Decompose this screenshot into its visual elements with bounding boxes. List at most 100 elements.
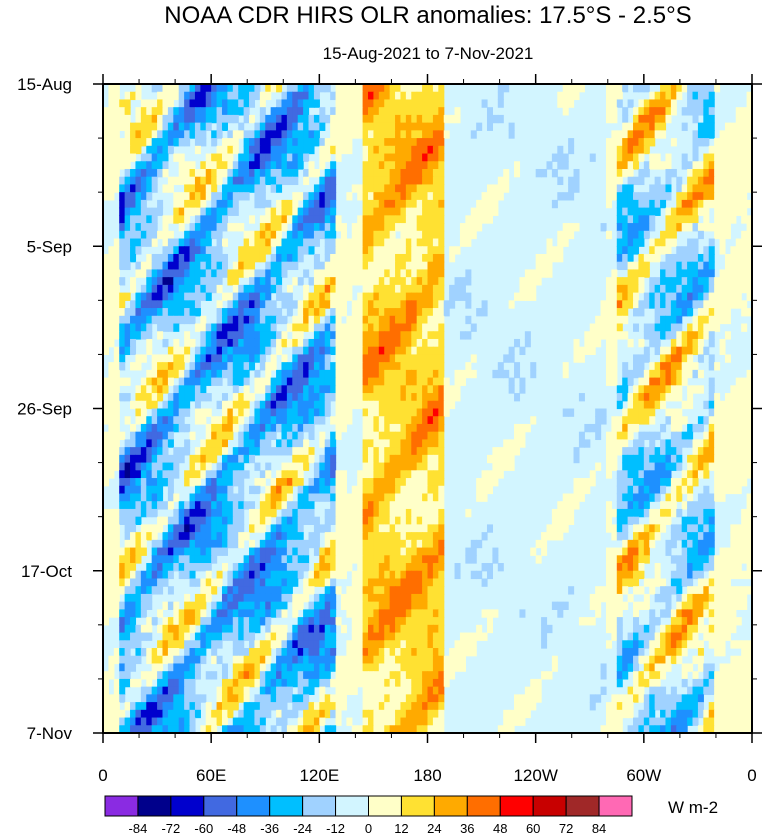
heatmap-cell	[389, 462, 396, 471]
heatmap-cell	[551, 199, 558, 209]
heatmap-cell	[411, 246, 418, 255]
heatmap-cell	[411, 447, 418, 456]
heatmap-cell	[627, 539, 634, 549]
heatmap-cell	[638, 215, 645, 224]
heatmap-cell	[476, 215, 483, 224]
heatmap-cell	[422, 563, 429, 572]
heatmap-cell	[416, 524, 423, 533]
heatmap-cell	[670, 493, 677, 502]
heatmap-cell	[389, 300, 396, 309]
heatmap-cell	[259, 431, 266, 441]
heatmap-cell	[557, 253, 564, 263]
heatmap-cell	[530, 269, 537, 278]
heatmap-cell	[395, 485, 402, 495]
heatmap-cell	[432, 346, 439, 356]
heatmap-cell	[151, 315, 158, 325]
heatmap-cell	[368, 107, 375, 116]
heatmap-cell	[303, 223, 310, 232]
heatmap-cell	[130, 501, 137, 510]
heatmap-cell	[389, 501, 396, 510]
heatmap-cell	[416, 277, 423, 286]
heatmap-cell	[422, 238, 429, 247]
heatmap-cell	[265, 300, 272, 309]
heatmap-cell	[292, 439, 299, 448]
heatmap-cell	[670, 338, 677, 348]
heatmap-cell	[649, 284, 656, 294]
heatmap-cell	[389, 184, 396, 193]
heatmap-cell	[216, 485, 223, 495]
heatmap-cell	[438, 555, 445, 564]
heatmap-cell	[730, 555, 737, 564]
heatmap-cell	[622, 84, 629, 93]
heatmap-cell	[724, 192, 731, 201]
heatmap-cell	[422, 269, 429, 278]
heatmap-cell	[741, 408, 748, 417]
heatmap-cell	[335, 308, 342, 317]
heatmap-cell	[395, 377, 402, 386]
heatmap-cell	[108, 439, 115, 448]
heatmap-cell	[687, 199, 694, 209]
heatmap-cell	[605, 454, 612, 464]
heatmap-cell	[714, 277, 721, 286]
heatmap-cell	[416, 99, 423, 108]
heatmap-cell	[297, 524, 304, 533]
heatmap-cell	[286, 393, 293, 402]
heatmap-cell	[200, 547, 207, 556]
heatmap-cell	[611, 292, 618, 301]
heatmap-cell	[681, 300, 688, 309]
heatmap-cell	[135, 408, 142, 417]
heatmap-cell	[297, 493, 304, 502]
heatmap-cell	[411, 454, 418, 464]
heatmap-cell	[476, 207, 483, 216]
heatmap-cell	[703, 400, 710, 410]
heatmap-cell	[524, 269, 531, 278]
heatmap-cell	[432, 246, 439, 255]
heatmap-cell	[346, 501, 353, 510]
heatmap-cell	[351, 524, 358, 533]
heatmap-cell	[189, 555, 196, 564]
heatmap-cell	[189, 493, 196, 502]
heatmap-cell	[735, 478, 742, 487]
heatmap-cell	[286, 199, 293, 209]
heatmap-cell	[741, 300, 748, 309]
heatmap-cell	[308, 416, 315, 425]
heatmap-cell	[427, 253, 434, 263]
heatmap-cell	[595, 315, 602, 325]
heatmap-cell	[724, 563, 731, 572]
heatmap-cell	[151, 439, 158, 448]
heatmap-cell	[562, 362, 569, 371]
heatmap-cell	[486, 199, 493, 209]
heatmap-cell	[119, 161, 126, 170]
heatmap-cell	[378, 184, 385, 193]
heatmap-cell	[249, 91, 256, 101]
heatmap-cell	[378, 485, 385, 495]
heatmap-cell	[616, 308, 623, 317]
heatmap-cell	[719, 547, 726, 556]
heatmap-cell	[124, 192, 131, 201]
heatmap-cell	[400, 524, 407, 533]
heatmap-cell	[616, 485, 623, 495]
heatmap-cell	[676, 354, 683, 363]
heatmap-cell	[205, 439, 212, 448]
heatmap-cell	[638, 84, 645, 93]
heatmap-cell	[265, 539, 272, 549]
heatmap-cell	[411, 470, 418, 479]
heatmap-cell	[714, 416, 721, 425]
heatmap-cell	[146, 292, 153, 301]
heatmap-cell	[281, 423, 288, 433]
heatmap-cell	[427, 400, 434, 410]
heatmap-cell	[281, 354, 288, 363]
heatmap-cell	[692, 501, 699, 510]
heatmap-cell	[638, 501, 645, 510]
heatmap-cell	[319, 122, 326, 131]
heatmap-cell	[697, 331, 704, 340]
heatmap-cell	[670, 377, 677, 386]
heatmap-cell	[422, 261, 429, 271]
heatmap-cell	[259, 99, 266, 108]
heatmap-cell	[405, 532, 412, 541]
heatmap-cell	[216, 300, 223, 309]
heatmap-cell	[259, 91, 266, 101]
heatmap-cell	[205, 516, 212, 525]
heatmap-cell	[335, 269, 342, 278]
heatmap-cell	[297, 138, 304, 147]
